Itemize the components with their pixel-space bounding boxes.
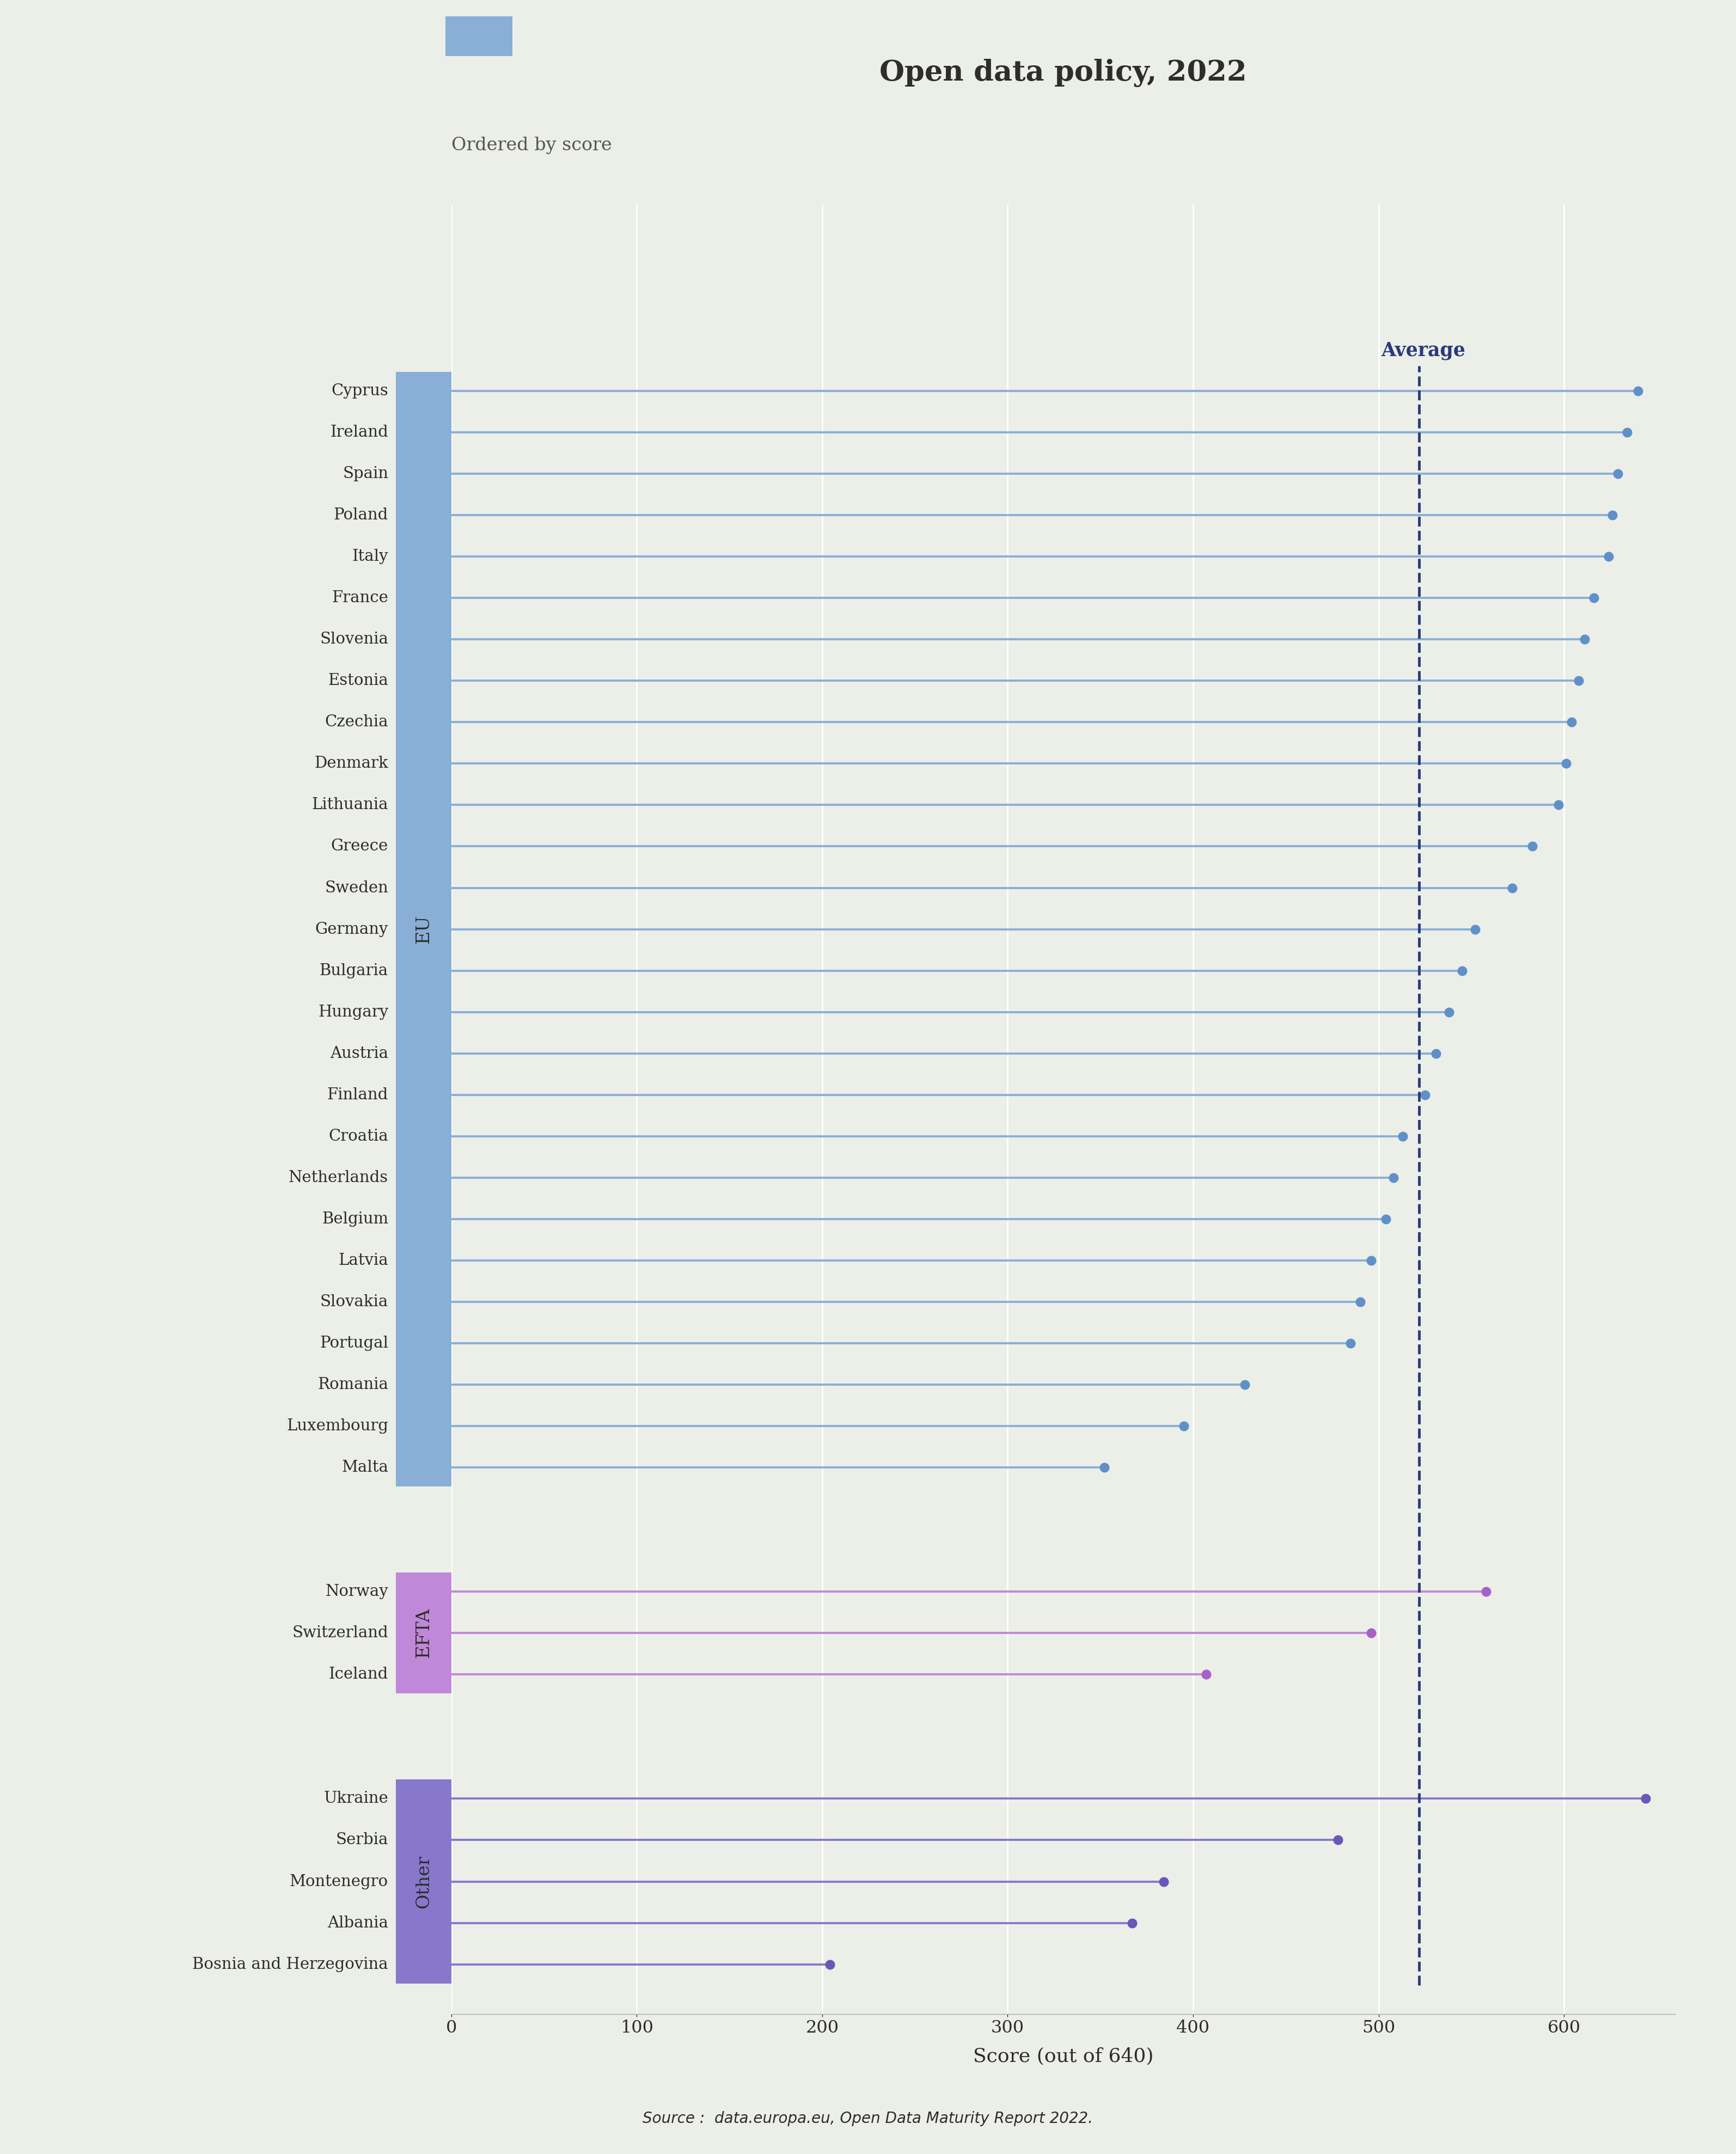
Text: Bosnia and Herzegovina: Bosnia and Herzegovina (193, 1956, 389, 1971)
Text: Switzerland: Switzerland (292, 1626, 389, 1641)
Text: Romania: Romania (318, 1376, 389, 1391)
Text: Ukraine: Ukraine (323, 1792, 389, 1807)
Text: Sweden: Sweden (325, 881, 389, 896)
X-axis label: Score (out of 640): Score (out of 640) (974, 2046, 1153, 2066)
Text: Greece: Greece (332, 838, 389, 853)
Text: Czechia: Czechia (325, 715, 389, 730)
Text: Open data policy, 2022: Open data policy, 2022 (880, 58, 1246, 86)
Text: Netherlands: Netherlands (288, 1170, 389, 1185)
Text: Cyprus: Cyprus (332, 383, 389, 398)
Text: Luxembourg: Luxembourg (286, 1419, 389, 1435)
Text: Austria: Austria (330, 1047, 389, 1062)
Text: Malta: Malta (342, 1460, 389, 1475)
Text: Ordered by score: Ordered by score (451, 136, 611, 153)
Text: Other: Other (415, 1855, 432, 1908)
Text: Slovenia: Slovenia (319, 631, 389, 646)
Text: Norway: Norway (325, 1583, 389, 1598)
Bar (396, 1572, 451, 1693)
Text: Belgium: Belgium (321, 1211, 389, 1226)
Text: Source :  data.europa.eu, Open Data Maturity Report 2022.: Source : data.europa.eu, Open Data Matur… (642, 2111, 1094, 2126)
Text: Finland: Finland (326, 1088, 389, 1103)
Bar (396, 373, 451, 1486)
Text: Italy: Italy (352, 549, 389, 564)
Text: Poland: Poland (333, 508, 389, 523)
Text: Slovakia: Slovakia (319, 1295, 389, 1310)
Text: Albania: Albania (328, 1915, 389, 1930)
Text: Spain: Spain (342, 465, 389, 480)
Text: Portugal: Portugal (319, 1335, 389, 1351)
Bar (396, 1779, 451, 1984)
Text: EFTA: EFTA (415, 1607, 432, 1659)
Bar (444, 17, 512, 56)
Text: Germany: Germany (316, 922, 389, 937)
Text: Serbia: Serbia (335, 1833, 389, 1848)
Text: Croatia: Croatia (328, 1129, 389, 1144)
Text: Montenegro: Montenegro (290, 1874, 389, 1889)
Text: Hungary: Hungary (318, 1004, 389, 1019)
Text: Denmark: Denmark (314, 756, 389, 771)
Text: Lithuania: Lithuania (312, 797, 389, 812)
Text: Iceland: Iceland (328, 1667, 389, 1682)
Text: Estonia: Estonia (328, 674, 389, 689)
Text: France: France (332, 590, 389, 605)
Text: Latvia: Latvia (339, 1254, 389, 1269)
Text: Average: Average (1380, 340, 1465, 360)
Text: Bulgaria: Bulgaria (319, 963, 389, 978)
Text: Ireland: Ireland (330, 424, 389, 439)
Text: EU: EU (415, 915, 432, 943)
